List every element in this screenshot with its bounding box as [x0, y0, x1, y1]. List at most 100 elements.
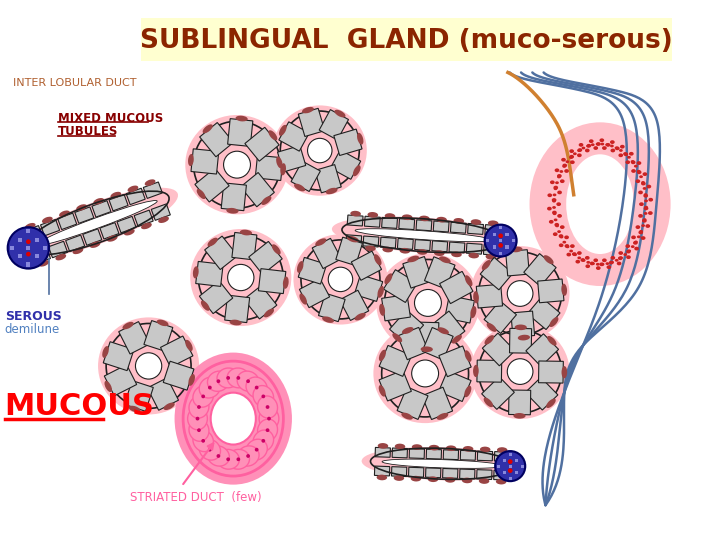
Polygon shape	[40, 219, 60, 236]
Ellipse shape	[549, 317, 559, 327]
Ellipse shape	[451, 335, 462, 343]
Ellipse shape	[631, 169, 636, 173]
Ellipse shape	[365, 246, 376, 251]
Ellipse shape	[335, 110, 346, 117]
Polygon shape	[92, 201, 111, 217]
Ellipse shape	[261, 395, 265, 399]
Ellipse shape	[570, 155, 574, 159]
Ellipse shape	[102, 346, 109, 358]
Ellipse shape	[266, 428, 269, 432]
Polygon shape	[480, 258, 513, 290]
Polygon shape	[444, 450, 459, 460]
Ellipse shape	[73, 248, 84, 254]
Ellipse shape	[124, 229, 135, 235]
Polygon shape	[397, 387, 428, 420]
Ellipse shape	[570, 149, 574, 153]
Ellipse shape	[16, 188, 178, 258]
Polygon shape	[244, 286, 277, 319]
Ellipse shape	[496, 479, 506, 484]
Ellipse shape	[236, 457, 240, 461]
Ellipse shape	[615, 146, 618, 150]
Ellipse shape	[618, 153, 623, 157]
Polygon shape	[494, 470, 509, 480]
Ellipse shape	[544, 255, 554, 264]
Ellipse shape	[255, 386, 258, 389]
Ellipse shape	[580, 258, 585, 262]
Ellipse shape	[269, 130, 277, 140]
Polygon shape	[451, 222, 467, 233]
Polygon shape	[255, 156, 283, 180]
Bar	[505, 245, 508, 248]
Ellipse shape	[513, 413, 526, 418]
Ellipse shape	[300, 294, 307, 305]
Polygon shape	[382, 218, 397, 228]
Ellipse shape	[641, 236, 646, 240]
Ellipse shape	[577, 149, 581, 152]
Ellipse shape	[626, 160, 630, 164]
Ellipse shape	[451, 252, 462, 257]
Ellipse shape	[158, 217, 169, 223]
Ellipse shape	[618, 251, 623, 255]
Text: TUBULES: TUBULES	[58, 125, 119, 138]
Ellipse shape	[437, 413, 449, 420]
Ellipse shape	[253, 386, 274, 407]
Ellipse shape	[629, 152, 634, 156]
Polygon shape	[151, 204, 171, 220]
Polygon shape	[336, 237, 362, 266]
Ellipse shape	[555, 181, 559, 184]
Ellipse shape	[294, 234, 387, 325]
Polygon shape	[402, 256, 433, 288]
Ellipse shape	[469, 253, 479, 259]
Ellipse shape	[297, 261, 303, 273]
Ellipse shape	[267, 417, 271, 421]
Ellipse shape	[211, 393, 256, 444]
Polygon shape	[379, 370, 411, 401]
Polygon shape	[440, 272, 473, 303]
Polygon shape	[104, 364, 137, 396]
Ellipse shape	[273, 105, 366, 195]
Polygon shape	[134, 210, 153, 227]
Ellipse shape	[332, 217, 515, 254]
Polygon shape	[422, 327, 453, 360]
Polygon shape	[364, 216, 380, 227]
Ellipse shape	[382, 459, 502, 468]
Ellipse shape	[631, 160, 634, 163]
Ellipse shape	[401, 413, 413, 420]
Ellipse shape	[24, 223, 35, 230]
Ellipse shape	[439, 256, 451, 263]
Polygon shape	[298, 109, 325, 137]
Ellipse shape	[90, 241, 100, 248]
Ellipse shape	[207, 371, 230, 392]
Ellipse shape	[557, 202, 561, 206]
Polygon shape	[397, 327, 428, 360]
Ellipse shape	[98, 318, 199, 415]
Polygon shape	[199, 281, 233, 314]
Polygon shape	[195, 168, 229, 202]
Ellipse shape	[582, 146, 585, 150]
Ellipse shape	[392, 333, 402, 342]
Text: INTER LOBULAR DUCT: INTER LOBULAR DUCT	[13, 78, 137, 88]
Ellipse shape	[374, 324, 477, 423]
Polygon shape	[449, 242, 465, 253]
Polygon shape	[523, 254, 556, 286]
Polygon shape	[459, 469, 475, 479]
Polygon shape	[460, 450, 476, 460]
Ellipse shape	[553, 193, 557, 197]
Ellipse shape	[497, 447, 508, 453]
Polygon shape	[109, 194, 128, 211]
Ellipse shape	[647, 185, 651, 188]
Ellipse shape	[163, 402, 175, 410]
Ellipse shape	[639, 230, 643, 233]
Ellipse shape	[129, 406, 140, 413]
Polygon shape	[392, 467, 407, 476]
Polygon shape	[291, 161, 320, 192]
Polygon shape	[477, 284, 503, 308]
Polygon shape	[277, 146, 306, 172]
Ellipse shape	[611, 148, 615, 152]
Ellipse shape	[434, 251, 444, 256]
Polygon shape	[425, 257, 455, 289]
Ellipse shape	[217, 379, 220, 383]
Ellipse shape	[351, 211, 361, 217]
Ellipse shape	[228, 368, 250, 388]
Ellipse shape	[508, 281, 533, 306]
